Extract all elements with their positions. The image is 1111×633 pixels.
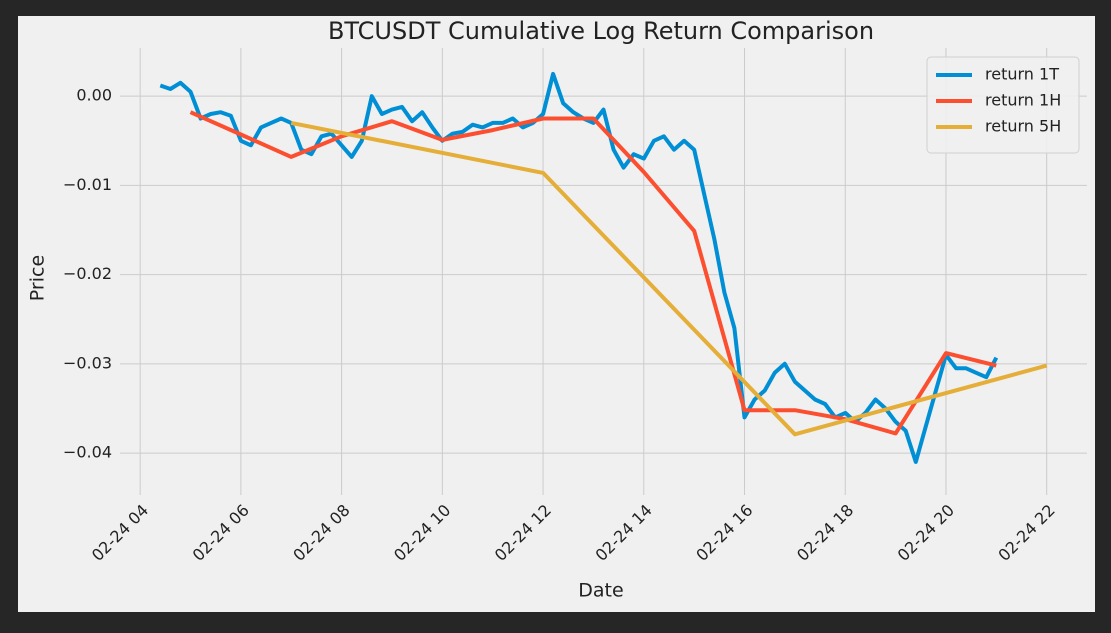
- series-line: [189, 110, 997, 436]
- legend: return 1T return 1H return 5H: [926, 56, 1080, 154]
- legend-label: return 1T: [985, 65, 1059, 84]
- chart-title: BTCUSDT Cumulative Log Return Comparison: [328, 17, 874, 45]
- legend-label: return 5H: [985, 117, 1061, 136]
- y-axis-label: Price: [27, 255, 49, 301]
- x-axis-label: Date: [578, 580, 623, 602]
- y-tick-label: −0.02: [63, 264, 112, 283]
- y-tick-label: −0.04: [63, 443, 112, 462]
- y-tick-label: −0.03: [63, 353, 112, 372]
- y-tick-label: −0.01: [63, 175, 112, 194]
- series-line: [159, 71, 999, 464]
- series-line: [290, 120, 1048, 437]
- legend-label: return 1H: [985, 91, 1061, 110]
- y-tick-label: 0.00: [76, 86, 112, 105]
